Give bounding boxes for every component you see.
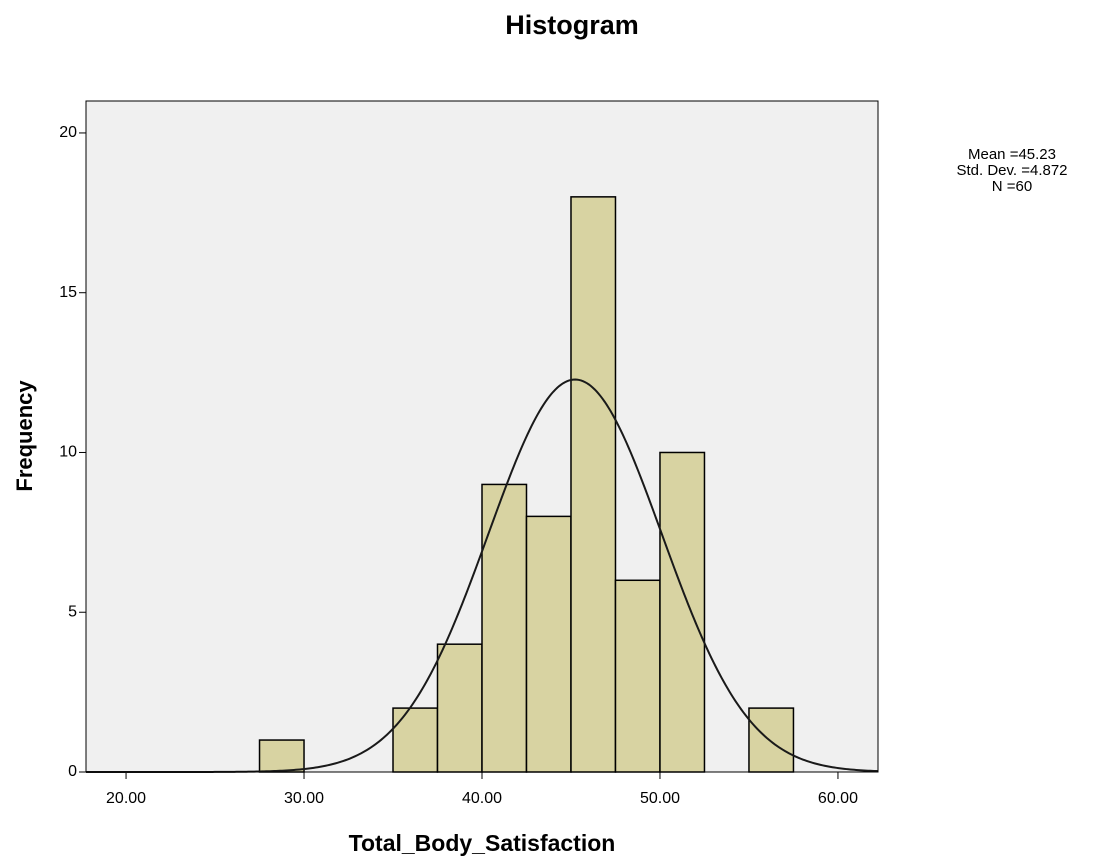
y-tick-label: 0 xyxy=(68,763,77,780)
bar xyxy=(260,740,304,772)
y-tick-label: 5 xyxy=(68,603,77,620)
bar xyxy=(571,197,615,772)
y-tick-label: 15 xyxy=(59,284,77,301)
bar xyxy=(660,452,704,772)
chart: Histogram Total_Body_Satisfaction Freque… xyxy=(0,0,1107,861)
x-tick-label: 40.00 xyxy=(462,790,502,807)
stat-n: N =60 xyxy=(992,178,1032,195)
chart-title: Histogram xyxy=(505,10,639,40)
page: {"chart_data": { "type": "histogram", "t… xyxy=(0,0,1107,861)
bar xyxy=(482,484,526,772)
bar xyxy=(438,644,482,772)
bar xyxy=(393,708,437,772)
x-tick-label: 20.00 xyxy=(106,790,146,807)
bar xyxy=(749,708,793,772)
x-tick-label: 60.00 xyxy=(818,790,858,807)
x-axis-label: Total_Body_Satisfaction xyxy=(349,830,616,856)
stat-std: Std. Dev. =4.872 xyxy=(956,162,1067,179)
y-axis-label: Frequency xyxy=(12,380,37,492)
x-tick-label: 50.00 xyxy=(640,790,680,807)
bar xyxy=(526,516,570,772)
bar xyxy=(615,580,659,772)
y-tick-label: 10 xyxy=(59,444,77,461)
stat-mean: Mean =45.23 xyxy=(968,146,1056,163)
y-tick-label: 20 xyxy=(59,124,77,141)
x-tick-label: 30.00 xyxy=(284,790,324,807)
